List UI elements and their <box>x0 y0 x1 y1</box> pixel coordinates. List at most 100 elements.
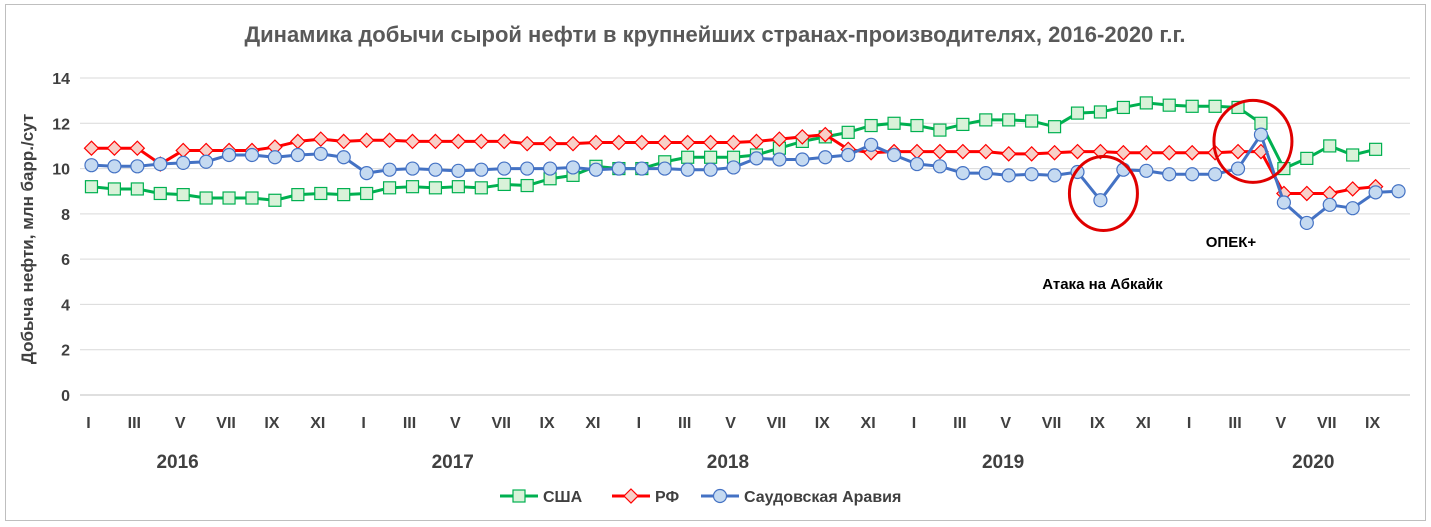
data-point-russia <box>542 135 558 152</box>
data-point-saudi-arabia <box>428 162 443 177</box>
data-point-russia <box>1344 181 1361 197</box>
legend-label-usa: США <box>543 489 583 506</box>
data-point-usa <box>245 191 259 205</box>
data-point-russia <box>335 133 352 150</box>
data-point-russia <box>1069 143 1086 160</box>
x-tick-label: VII <box>491 415 511 432</box>
annotation-label-abqaiq: Атака на Абкайк <box>1042 276 1163 293</box>
data-point-saudi-arabia <box>1253 127 1269 142</box>
data-point-usa <box>1300 151 1314 165</box>
data-point-russia <box>1046 144 1063 161</box>
data-point-usa <box>681 150 695 164</box>
data-point-russia <box>473 133 490 150</box>
data-point-saudi-arabia <box>772 152 787 167</box>
data-point-saudi-arabia <box>1139 163 1154 178</box>
data-point-russia <box>1115 144 1132 161</box>
year-label: 2016 <box>156 452 198 473</box>
x-tick-label: VII <box>1042 415 1062 432</box>
data-point-russia <box>679 134 696 151</box>
data-point-russia <box>496 133 513 150</box>
data-point-saudi-arabia <box>290 147 305 163</box>
series-layer <box>83 96 1406 231</box>
annotation-layer: Атака на Абкайк ОПЕК+ <box>1018 98 1294 298</box>
data-point-usa <box>291 188 305 202</box>
data-point-russia <box>588 134 604 151</box>
data-point-usa <box>130 182 144 196</box>
y-tick-label: 10 <box>52 162 70 179</box>
data-point-russia <box>427 133 444 150</box>
data-point-usa <box>474 181 488 195</box>
data-point-saudi-arabia <box>176 155 191 171</box>
y-tick-label: 6 <box>61 252 70 269</box>
data-point-saudi-arabia <box>199 154 214 169</box>
data-point-russia <box>794 129 811 145</box>
y-tick-label: 0 <box>61 388 70 405</box>
data-point-russia <box>725 134 742 151</box>
x-tick-label: IX <box>264 415 279 432</box>
data-point-russia <box>381 132 398 149</box>
data-point-saudi-arabia <box>336 150 351 165</box>
x-tick-label: V <box>175 415 186 432</box>
data-point-saudi-arabia <box>1230 161 1246 176</box>
data-point-russia <box>450 133 467 150</box>
data-point-usa <box>268 193 282 207</box>
data-point-saudi-arabia <box>1001 168 1016 183</box>
x-tick-label: VII <box>1317 415 1337 432</box>
data-point-russia <box>932 143 948 160</box>
x-axis-ticks: I III V VII IX XI I III V VII IX XI I III V VII IX XI I III… <box>86 415 1380 432</box>
year-label: 2018 <box>707 452 749 473</box>
data-point-russia <box>1161 144 1178 161</box>
x-tick-label: I <box>1187 415 1191 432</box>
x-tick-label: V <box>1000 415 1011 432</box>
data-point-russia <box>519 135 536 152</box>
data-point-saudi-arabia <box>130 159 145 174</box>
data-point-saudi-arabia <box>955 166 970 181</box>
data-point-russia <box>289 133 306 150</box>
data-point-usa <box>222 191 236 205</box>
data-point-usa <box>841 125 855 139</box>
annotation-circle-opec <box>1212 98 1294 184</box>
x-tick-label: V <box>725 415 736 432</box>
x-tick-label: V <box>450 415 461 432</box>
data-point-russia <box>909 143 925 160</box>
data-point-saudi-arabia <box>565 160 581 175</box>
x-tick-label: I <box>86 415 90 432</box>
data-point-usa <box>1369 142 1383 156</box>
series-line-saudi-arabia <box>91 133 1399 225</box>
data-point-saudi-arabia <box>84 158 99 173</box>
data-point-saudi-arabia <box>1024 167 1039 182</box>
data-point-russia <box>611 134 627 151</box>
data-point-usa <box>956 117 970 132</box>
data-point-saudi-arabia <box>749 151 764 166</box>
data-point-russia <box>1138 144 1155 161</box>
data-point-saudi-arabia <box>542 161 558 176</box>
data-point-saudi-arabia <box>634 161 649 176</box>
series-usa <box>84 96 1383 207</box>
x-tick-label: III <box>403 415 416 432</box>
x-tick-label: III <box>1228 415 1241 432</box>
data-point-usa <box>1002 113 1016 127</box>
data-point-russia <box>565 135 581 152</box>
data-point-usa <box>887 116 901 130</box>
data-point-usa <box>1185 99 1199 113</box>
x-tick-label: XI <box>861 415 876 432</box>
data-point-usa <box>176 188 190 202</box>
legend-marker-russia <box>623 488 639 504</box>
data-point-russia <box>1184 144 1201 161</box>
x-tick-label: XI <box>585 415 600 432</box>
data-point-russia <box>748 133 765 150</box>
data-point-usa <box>199 191 213 205</box>
data-point-saudi-arabia <box>520 161 535 176</box>
legend-marker-usa <box>512 489 526 503</box>
legend-label-russia: РФ <box>655 489 679 506</box>
data-point-russia <box>175 142 192 159</box>
data-point-russia <box>106 140 123 157</box>
x-tick-label: XI <box>310 415 325 432</box>
legend: США РФ Саудовская Аравия <box>500 488 901 506</box>
x-tick-label: IX <box>1365 415 1380 432</box>
data-point-saudi-arabia <box>909 156 925 172</box>
annotation-box-abqaiq <box>1018 268 1183 298</box>
x-tick-label: XI <box>1136 415 1151 432</box>
legend-label-saudi-arabia: Саудовская Аравия <box>744 489 901 506</box>
